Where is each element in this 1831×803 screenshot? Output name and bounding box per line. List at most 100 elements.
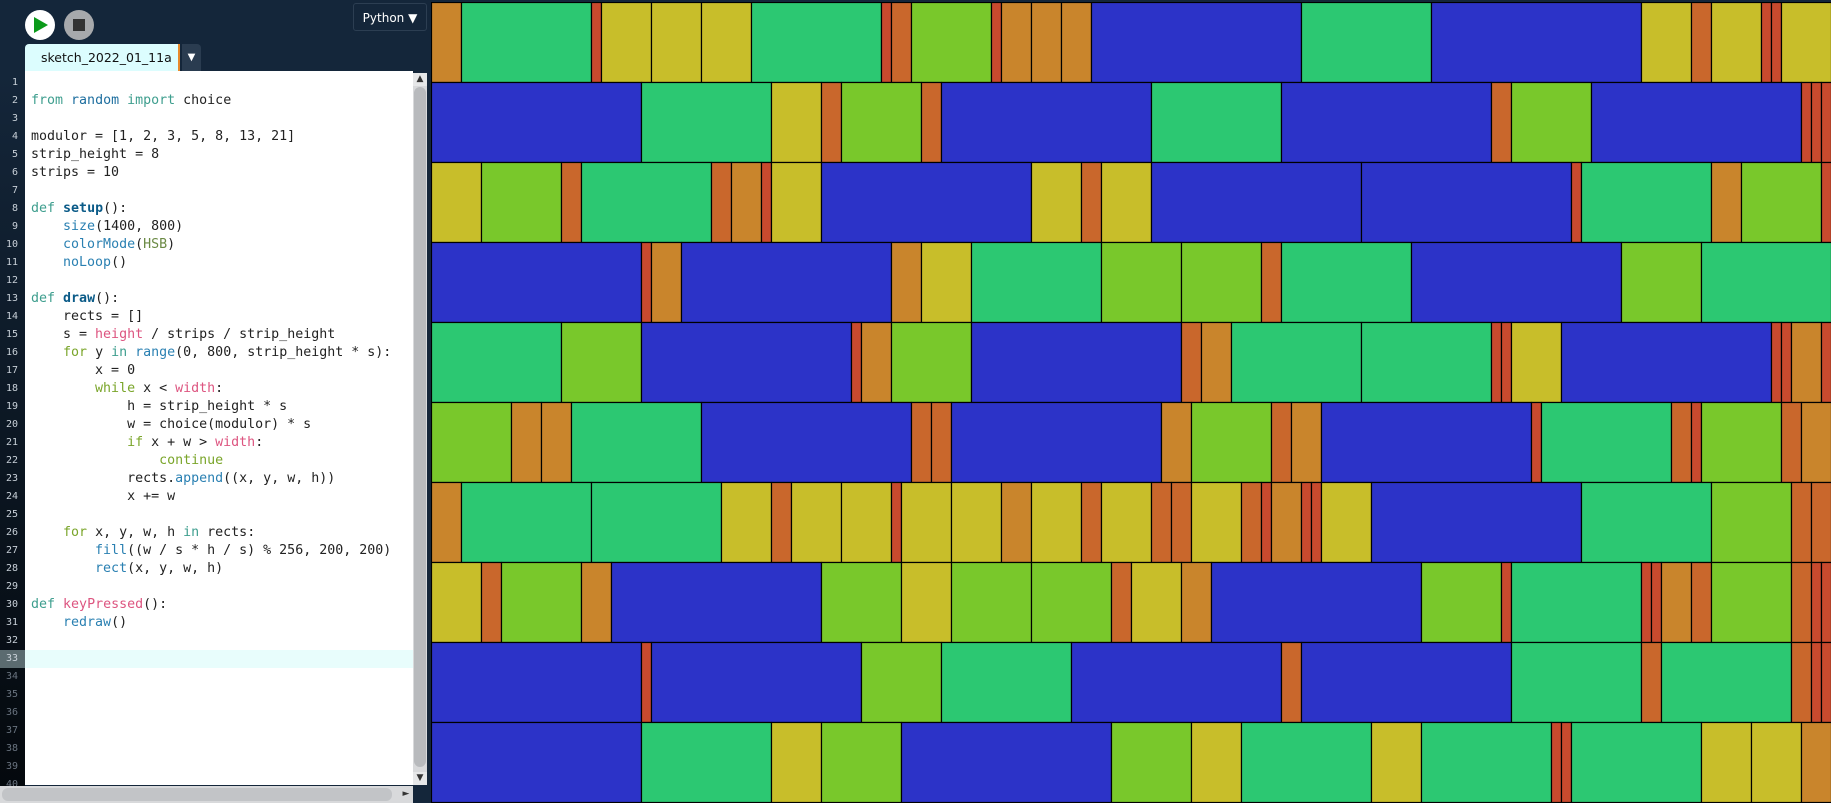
line-number: 38 xyxy=(5,743,18,754)
code-token: range xyxy=(135,345,176,360)
code-line: def keyPressed(): xyxy=(31,596,167,614)
mode-dropdown[interactable]: Python ▼ xyxy=(353,3,427,31)
code-token: noLoop xyxy=(63,255,112,270)
vertical-scrollbar[interactable]: ▲ ▼ xyxy=(413,73,427,785)
code-token: modulor = [1, 2, 3, 5, 8, 13, 21] xyxy=(31,129,296,144)
strip-rect xyxy=(1320,481,1373,564)
strip-rect xyxy=(1790,481,1813,564)
strip-rect xyxy=(1100,161,1153,244)
scroll-up-button[interactable]: ▲ xyxy=(413,73,427,86)
stop-button[interactable] xyxy=(64,10,94,40)
line-number: 19 xyxy=(5,401,18,412)
scroll-thumb[interactable] xyxy=(414,87,426,767)
strip-rect xyxy=(1560,321,1773,404)
strip-rect xyxy=(1080,481,1103,564)
code-line: rects = [] xyxy=(31,308,143,326)
sketch-canvas[interactable] xyxy=(431,2,1831,803)
code-token: for xyxy=(63,525,88,540)
strip-rect xyxy=(700,2,753,84)
strip-rect xyxy=(990,2,1003,84)
strip-rect xyxy=(1740,161,1823,244)
scroll-right-button[interactable]: ► xyxy=(402,789,410,799)
strip-rect xyxy=(640,321,853,404)
strip-rect xyxy=(1690,2,1713,84)
code-token: h = strip_height * s xyxy=(31,399,288,414)
code-token xyxy=(127,345,135,360)
strip-rect xyxy=(570,401,703,484)
strip-rect xyxy=(1510,81,1593,164)
tab-menu-button[interactable]: ▼ xyxy=(182,44,201,71)
strip-rect xyxy=(1170,481,1193,564)
code-token: append xyxy=(175,471,224,486)
strip-rect xyxy=(1030,561,1113,644)
strip-rect xyxy=(860,641,943,724)
strip-rect xyxy=(431,241,643,324)
line-number: 24 xyxy=(5,491,18,502)
tab-sketch[interactable]: sketch_2022_01_11a xyxy=(25,44,180,71)
code-line: size(1400, 800) xyxy=(31,218,183,236)
code-token: redraw xyxy=(63,615,112,630)
line-number-gutter: 1 2 3 4 5 6 7 8 9 10 11 12 13 14 15 16 17 18 19 20 21 22 23 24 2… xyxy=(0,71,25,803)
strip-rect xyxy=(650,2,703,84)
scroll-down-button[interactable]: ▼ xyxy=(413,772,427,785)
code-line: x = 0 xyxy=(31,362,135,380)
code-token: ((w / s * h / s) % 256, 200, 200) xyxy=(127,543,392,558)
strip-rect xyxy=(1420,561,1503,644)
strip-rect xyxy=(850,321,863,404)
line-number: 26 xyxy=(5,527,18,538)
code-token: x = 0 xyxy=(31,363,136,378)
strip-rect xyxy=(431,2,463,84)
strip-rect xyxy=(590,481,723,564)
strip-rect xyxy=(1370,721,1423,803)
strip-rect xyxy=(1210,561,1423,644)
strip-rect xyxy=(1030,481,1083,564)
strip-rect xyxy=(820,561,903,644)
strip-rect xyxy=(431,401,513,484)
code-line: if x + w > width: xyxy=(31,434,263,452)
code-line: redraw() xyxy=(31,614,127,632)
code-token: def xyxy=(31,597,56,612)
line-number: 8 xyxy=(11,203,18,214)
strip-rect xyxy=(1790,641,1813,724)
run-button[interactable] xyxy=(25,10,55,40)
strip-rect xyxy=(1290,401,1323,484)
code-token: setup xyxy=(63,201,104,216)
code-token: while xyxy=(95,381,136,396)
strip-rect xyxy=(1810,81,1823,164)
code-editor[interactable]: from random import choice modulor = [1, 2… xyxy=(25,71,413,785)
horizontal-scrollbar[interactable]: ► xyxy=(0,786,413,803)
line-number: 7 xyxy=(11,185,18,196)
code-token: strip_height = 8 xyxy=(31,147,160,162)
strip-rect xyxy=(1410,241,1623,324)
code-token: from xyxy=(31,93,64,108)
strip-rect xyxy=(1710,481,1793,564)
code-token: (): xyxy=(103,201,128,216)
strip-rect xyxy=(1660,641,1793,724)
line-number: 14 xyxy=(5,311,18,322)
line-number: 37 xyxy=(5,725,18,736)
strip-rect xyxy=(1060,2,1093,84)
strip-rect xyxy=(1260,481,1273,564)
strip-rect xyxy=(910,2,993,84)
code-token: strips = 10 xyxy=(31,165,120,180)
strip-rect xyxy=(1820,321,1831,404)
line-number: 25 xyxy=(5,509,18,520)
line-number: 16 xyxy=(5,347,18,358)
code-token: draw xyxy=(63,291,96,306)
code-line: rect(x, y, w, h) xyxy=(31,560,223,578)
strip-rect xyxy=(1030,161,1083,244)
strip-rect xyxy=(1280,241,1413,324)
code-line: from random import choice xyxy=(31,92,231,110)
hscroll-thumb[interactable] xyxy=(2,788,392,801)
code-token xyxy=(31,543,95,558)
code-token xyxy=(31,255,63,270)
code-token: height xyxy=(95,327,144,342)
code-line: for x, y, w, h in rects: xyxy=(31,524,255,542)
strip-rect xyxy=(1500,321,1513,404)
strip-rect xyxy=(840,81,923,164)
strip-rect xyxy=(431,641,643,724)
strip-rect xyxy=(560,321,643,404)
line-number: 15 xyxy=(5,329,18,340)
code-token xyxy=(55,291,63,306)
strip-rect xyxy=(480,161,563,244)
